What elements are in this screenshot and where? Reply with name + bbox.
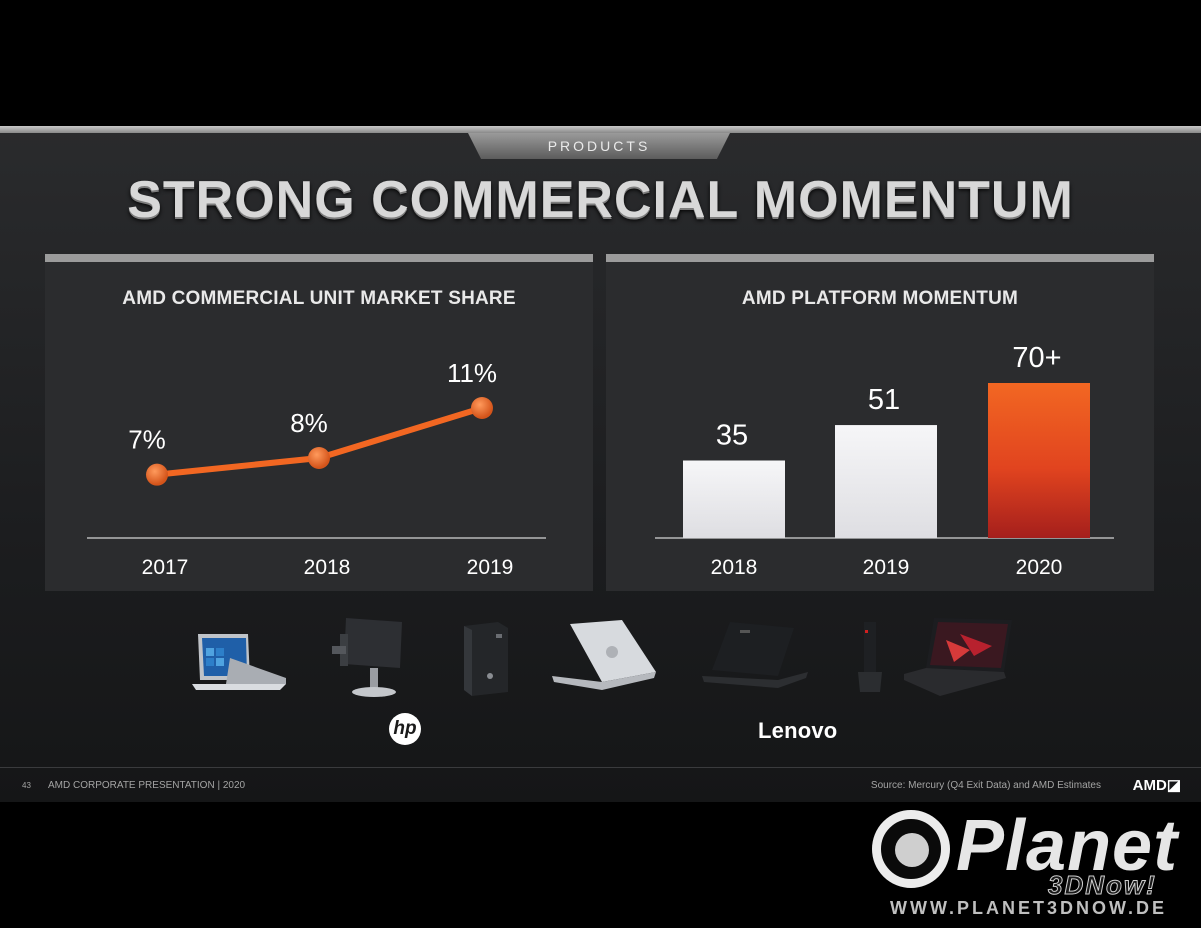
laptop-silver-icon	[552, 620, 656, 690]
slide-footer: 43 AMD CORPORATE PRESENTATION | 2020 Sou…	[0, 776, 1201, 796]
market-share-point-2018	[308, 447, 330, 469]
market-share-point-2017	[146, 463, 168, 486]
all-in-one-desktop-icon	[332, 618, 402, 697]
market-share-tick-label-2019: 2019	[467, 556, 514, 579]
slide: PRODUCTS STRONG COMMERCIAL MOMENTUM AMD …	[0, 126, 1201, 802]
platform-data-label-2018: 35	[716, 420, 748, 452]
laptop-black-icon	[702, 622, 808, 688]
source-note: Source: Mercury (Q4 Exit Data) and AMD E…	[870, 780, 1101, 791]
platform-bar-2019	[835, 425, 937, 538]
market-share-data-label-2019: 11%	[447, 358, 497, 388]
hp-logo: hp	[389, 713, 421, 745]
lenovo-logo: Lenovo	[758, 718, 838, 743]
watermark-url: WWW.PLANET3DNOW.DE	[890, 898, 1167, 918]
market-share-tick-label-2018: 2018	[304, 556, 351, 579]
tower-desktop-icon	[464, 622, 508, 696]
slide-title: STRONG COMMERCIAL MOMENTUM	[127, 171, 1074, 229]
market-share-data-label-2017: 7%	[128, 425, 166, 455]
presentation-label: AMD CORPORATE PRESENTATION | 2020	[48, 780, 246, 791]
watermark-logo-icon	[872, 810, 950, 888]
platform-bar-2020	[988, 383, 1090, 538]
market-share-point-2019	[471, 397, 493, 419]
product-lineup	[0, 616, 1201, 746]
platform-momentum-panel: AMD PLATFORM MOMENTUM 35 2018 51 2019 70+ 202…	[606, 254, 1154, 591]
thinkpad-laptop-icon	[904, 618, 1012, 696]
page-number: 43	[22, 781, 31, 790]
platform-bar-2018	[683, 460, 785, 538]
platform-momentum-chart-title: AMD PLATFORM MOMENTUM	[741, 288, 1019, 309]
section-tab: PRODUCTS	[468, 133, 730, 159]
watermark-title: Planet	[956, 806, 1179, 886]
laptop-convertible-icon	[192, 634, 286, 690]
watermark-subtitle: 3DNow!	[1048, 870, 1157, 901]
slide-top-bar	[0, 126, 1201, 133]
platform-tick-label-2018: 2018	[711, 556, 758, 579]
market-share-panel: AMD COMMERCIAL UNIT MARKET SHARE 7% 2017 8…	[45, 254, 593, 591]
platform-data-label-2019: 51	[868, 384, 900, 416]
planet3dnow-watermark: Planet 3DNow! WWW.PLANET3DNOW.DE	[870, 806, 1200, 926]
platform-tick-label-2020: 2020	[1016, 556, 1063, 579]
market-share-chart-title: AMD COMMERCIAL UNIT MARKET SHARE	[122, 288, 516, 309]
platform-data-label-2020: 70+	[1012, 342, 1061, 374]
footer-divider	[0, 767, 1201, 768]
market-share-line-chart: 7% 2017 8% 2018 11% 2019	[87, 358, 546, 579]
platform-momentum-bar-chart: 35 2018 51 2019 70+ 2020	[655, 342, 1114, 579]
tiny-desktop-icon	[858, 622, 882, 692]
platform-tick-label-2019: 2019	[863, 556, 910, 579]
market-share-tick-label-2017: 2017	[142, 556, 189, 579]
market-share-data-label-2018: 8%	[290, 408, 328, 438]
amd-logo: AMD◪	[1132, 777, 1181, 794]
